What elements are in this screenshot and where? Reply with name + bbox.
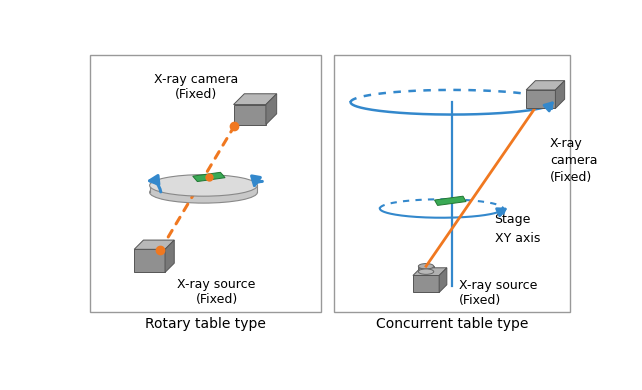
Polygon shape: [526, 90, 555, 108]
Bar: [89, 55, 320, 312]
Ellipse shape: [150, 175, 257, 196]
Ellipse shape: [419, 269, 434, 274]
Text: X-ray camera
(Fixed): X-ray camera (Fixed): [153, 73, 238, 101]
Polygon shape: [150, 185, 257, 192]
Polygon shape: [266, 94, 277, 124]
Polygon shape: [419, 266, 434, 272]
Ellipse shape: [150, 182, 257, 203]
Text: Stage
XY axis: Stage XY axis: [494, 213, 540, 245]
Bar: [334, 55, 570, 312]
Polygon shape: [134, 249, 165, 272]
Text: X-ray source
(Fixed): X-ray source (Fixed): [177, 278, 256, 306]
Polygon shape: [234, 105, 266, 124]
Polygon shape: [234, 94, 277, 105]
Text: X-ray source
(Fixed): X-ray source (Fixed): [459, 279, 537, 307]
Polygon shape: [526, 81, 565, 90]
Polygon shape: [435, 196, 466, 206]
Polygon shape: [413, 268, 447, 275]
Polygon shape: [165, 240, 174, 272]
Polygon shape: [439, 268, 447, 292]
Ellipse shape: [419, 264, 434, 269]
Polygon shape: [555, 81, 565, 108]
Polygon shape: [413, 275, 439, 292]
Polygon shape: [193, 172, 225, 182]
Text: Rotary table type: Rotary table type: [144, 317, 266, 331]
Text: X-ray
camera
(Fixed): X-ray camera (Fixed): [550, 137, 598, 184]
Text: Concurrent table type: Concurrent table type: [376, 317, 528, 331]
Polygon shape: [134, 240, 174, 249]
